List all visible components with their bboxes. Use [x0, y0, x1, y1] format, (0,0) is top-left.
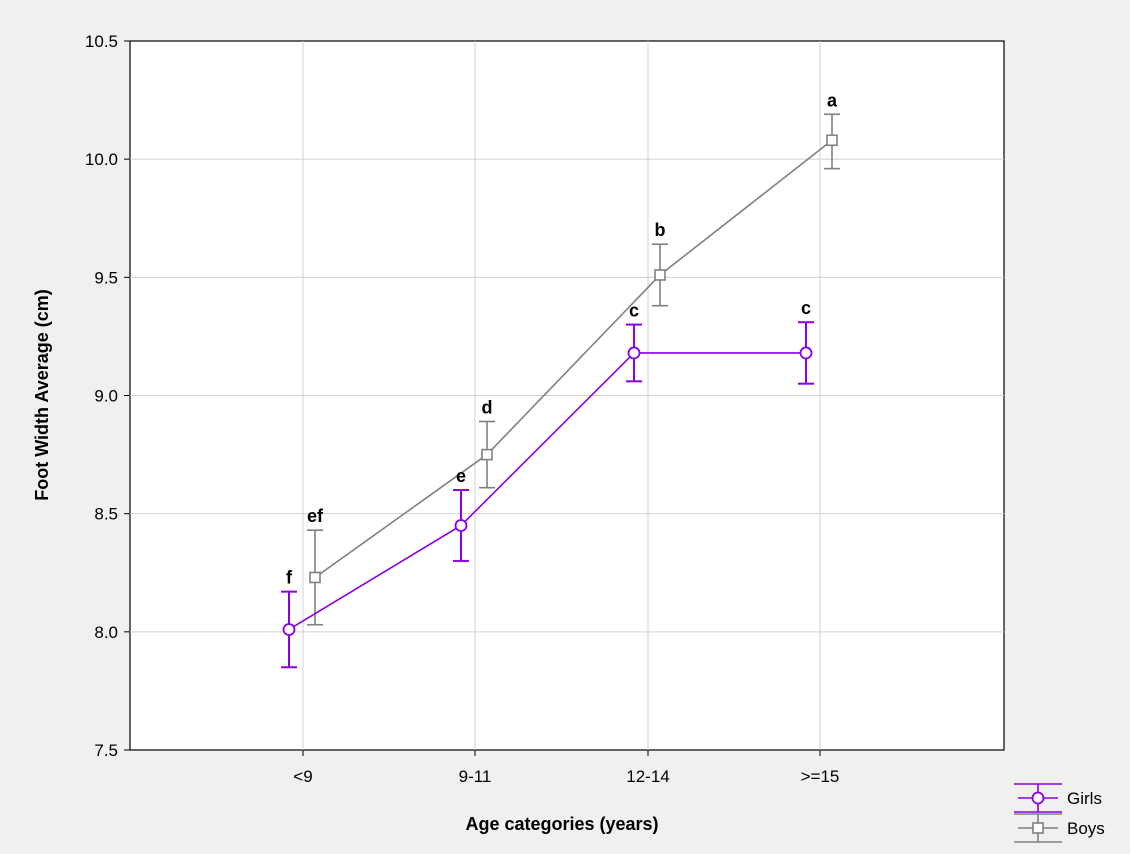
y-tick-label: 9.0 — [94, 387, 118, 406]
label-layer: ef d b a f e c c — [286, 90, 838, 587]
significance-label: c — [801, 298, 811, 318]
y-tick-label: 8.0 — [94, 623, 118, 642]
x-tick-label: >=15 — [801, 767, 840, 786]
grid-layer — [130, 41, 1004, 750]
significance-label: f — [286, 568, 293, 588]
y-tick-label: 10.0 — [85, 150, 118, 169]
x-tick-label: <9 — [293, 767, 312, 786]
legend-item-girls: Girls — [1014, 783, 1102, 813]
axis-layer: 7.5 8.0 8.5 9.0 9.5 10.0 10.5 <9 9-11 12-14 >=15 — [85, 32, 839, 786]
y-tick-label: 7.5 — [94, 741, 118, 760]
data-point — [454, 519, 468, 532]
data-point — [627, 346, 641, 360]
series-boys — [307, 113, 840, 626]
significance-label: e — [456, 466, 466, 486]
y-axis-title: Foot Width Average (cm) — [32, 289, 52, 501]
data-point — [282, 623, 296, 636]
legend: Girls Boys — [1014, 783, 1105, 843]
series-layer — [281, 113, 840, 669]
legend-item-boys: Boys — [1014, 813, 1105, 843]
significance-label: c — [629, 301, 639, 321]
legend-marker — [1032, 822, 1044, 834]
legend-marker — [1031, 791, 1045, 805]
x-tick-label: 12-14 — [626, 767, 669, 786]
series-girls — [281, 321, 814, 669]
data-point — [654, 269, 666, 281]
significance-label: d — [482, 397, 493, 417]
legend-label: Girls — [1067, 789, 1102, 808]
x-tick-label: 9-11 — [459, 767, 492, 786]
series-line — [314, 139, 833, 579]
data-point — [309, 571, 321, 584]
significance-label: b — [655, 220, 666, 240]
x-axis-title: Age categories (years) — [465, 814, 658, 834]
y-tick-label: 9.5 — [94, 268, 118, 287]
data-point — [799, 346, 813, 360]
series-line — [288, 352, 806, 631]
legend-label: Boys — [1067, 819, 1105, 838]
data-point — [481, 448, 493, 461]
y-tick-label: 8.5 — [94, 505, 118, 524]
significance-label: a — [827, 90, 838, 110]
y-tick-label: 10.5 — [85, 32, 118, 51]
significance-label: ef — [307, 506, 324, 526]
data-point — [826, 134, 838, 147]
